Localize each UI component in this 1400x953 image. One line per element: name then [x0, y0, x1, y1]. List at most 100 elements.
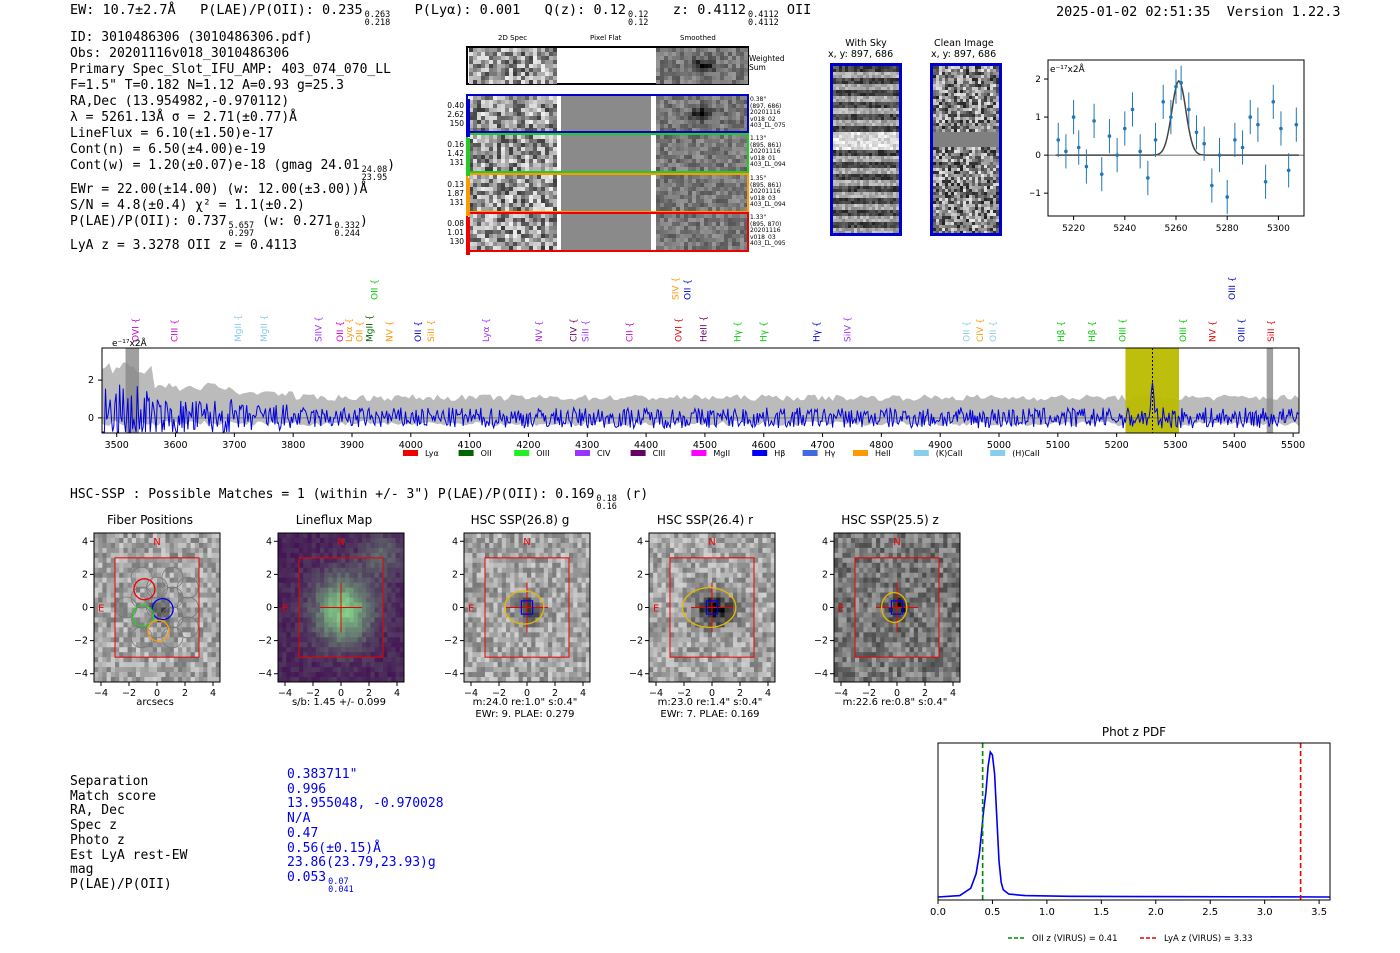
hsc-pixel: [699, 597, 704, 603]
hsc-pixel: [148, 667, 154, 673]
hsc-pixel: [922, 537, 927, 544]
hsc-pixel: [539, 552, 545, 559]
hsc-pixel: [758, 652, 763, 658]
hsc-pixel: [665, 662, 671, 668]
hsc-pixel: [754, 632, 759, 638]
cutout-left-value: 131: [449, 158, 464, 167]
hsc-pixel: [215, 667, 221, 673]
hsc-pixel: [395, 547, 401, 554]
hsc-pixel: [374, 647, 380, 653]
hsc-pixel: [834, 602, 839, 608]
hsc-pixel: [182, 582, 187, 589]
hsc-pixel: [749, 667, 755, 673]
hsc-pixel: [728, 652, 734, 658]
hsc-pixel: [357, 552, 363, 559]
hsc-pixel: [707, 582, 713, 589]
hsc-pixel: [94, 657, 99, 663]
hsc-pixel: [332, 592, 338, 598]
hsc-pixel: [378, 627, 384, 633]
hsc-pixel: [514, 597, 519, 603]
hsc-pixel: [880, 582, 885, 589]
hsc-pixel: [136, 627, 141, 633]
fiber-circle-highlight: [131, 604, 155, 627]
hsc-pixel: [934, 567, 940, 574]
hsc-pixel: [399, 652, 405, 658]
hsc-pixel: [294, 607, 300, 613]
hsc-pixel: [357, 582, 363, 589]
spectrum-xtick-label: 3800: [281, 440, 305, 451]
hsc-pixel: [762, 572, 767, 579]
hsc-pixel: [489, 667, 494, 673]
hsc-pixel: [370, 617, 375, 623]
hsc-pixel: [564, 577, 570, 584]
hsc-pixel: [951, 622, 957, 628]
hsc-pixel: [661, 537, 667, 544]
hsc-pixel: [370, 637, 375, 643]
hsc-pixel: [357, 577, 363, 584]
hsc-pixel: [510, 677, 515, 683]
hsc-pixel: [123, 657, 128, 663]
hsc-pixel: [299, 557, 304, 564]
hsc-pixel: [749, 577, 755, 584]
hsc-pixel: [144, 672, 149, 678]
hsc-pixel: [489, 557, 494, 564]
hsc-pixel: [678, 617, 683, 623]
hsc-pixel: [152, 622, 158, 628]
hsc-pixel: [699, 677, 704, 683]
hsc-pixel: [370, 572, 375, 579]
hsc-pixel: [278, 597, 283, 603]
hsc-pixel: [378, 547, 384, 554]
hsc-pixel: [930, 612, 936, 618]
hsc-pixel: [569, 612, 574, 618]
hsc-pixel: [303, 552, 308, 559]
hsc-pixel: [712, 567, 717, 574]
hsc-pixel: [341, 547, 346, 554]
spectrum-line-label: NV {: [535, 321, 545, 342]
hsc-pixel: [332, 647, 338, 653]
hsc-pixel: [518, 552, 524, 559]
hsc-pixel: [564, 637, 570, 643]
hsc-pixel: [859, 672, 864, 678]
hsc-pixel: [472, 667, 477, 673]
hsc-pixel: [930, 677, 936, 683]
hsc-pixel: [670, 542, 675, 549]
hsc-pixel: [370, 627, 375, 633]
hsc-pixel: [699, 547, 704, 554]
hsc-pixel: [951, 533, 957, 539]
hsc-pixel: [199, 642, 204, 648]
hsc-pixel: [173, 537, 179, 544]
hsc-pixel: [897, 652, 902, 658]
hsc-pixel: [211, 567, 217, 574]
hsc-pixel: [728, 577, 734, 584]
hsc-pixel: [374, 557, 380, 564]
hsc-pixel: [178, 677, 183, 683]
hsc-pixel: [686, 533, 692, 539]
hsc-pixel: [897, 592, 902, 598]
hsc-pixel: [569, 652, 574, 658]
hsc-pixel: [328, 542, 333, 549]
hsc-header-sup: 0.18: [596, 494, 617, 504]
hsc-pixel: [569, 672, 574, 678]
hsc-pixel: [539, 537, 545, 544]
hsc-pixel: [278, 617, 283, 623]
hsc-pixel: [476, 577, 482, 584]
hsc-pixel: [468, 587, 473, 593]
hsc-pixel: [657, 657, 662, 663]
hsc-pixel: [472, 572, 477, 579]
hsc-pixel: [286, 597, 291, 603]
zoom-point: [1169, 115, 1173, 119]
hsc-pixel: [110, 657, 116, 663]
hsc-pixel: [909, 642, 915, 648]
hsc-pixel: [215, 547, 221, 554]
hsc-pixel: [535, 552, 540, 559]
hsc-pixel: [585, 542, 591, 549]
hsc-pixel: [754, 602, 759, 608]
hsc-pixel: [741, 667, 746, 673]
hsc-pixel: [749, 567, 755, 574]
hsc-pixel: [543, 612, 549, 618]
hsc-pixel: [737, 572, 742, 579]
hsc-pixel: [556, 647, 561, 653]
hsc-pixel: [282, 533, 287, 539]
hsc-pixel: [728, 537, 734, 544]
hsc-pixel: [867, 647, 873, 653]
